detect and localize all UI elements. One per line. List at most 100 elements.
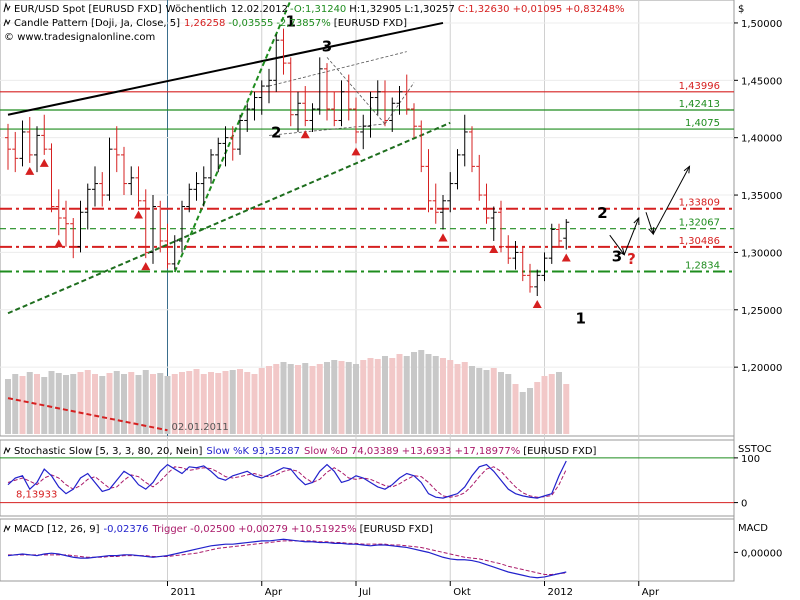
- volume-bar: [179, 372, 185, 434]
- volume-bar: [440, 358, 446, 434]
- volume-bar: [309, 366, 316, 434]
- main-panel-frame: [0, 0, 735, 437]
- volume-bar: [447, 360, 454, 434]
- volume-bar: [454, 364, 461, 434]
- stochastic-panel-label: SSTOC: [738, 444, 772, 455]
- x-tick-label: Apr: [265, 587, 283, 598]
- doji-marker-layer: [25, 130, 571, 309]
- macd-panel-frame: [0, 518, 735, 582]
- volume-bar: [548, 374, 555, 434]
- volume-bar: [411, 352, 417, 434]
- volume-bar: [12, 374, 19, 434]
- volume-bar: [273, 364, 280, 434]
- volume-bar: [280, 362, 287, 434]
- stochastic-change: +13,6933 +17,18977%: [402, 446, 521, 457]
- y-tick-label: 1,20000: [741, 363, 782, 374]
- candle-pattern-label: Candle Pattern [Doji, Ja, Close, 5]: [14, 18, 180, 29]
- volume-bar: [505, 374, 512, 434]
- volume-bar: [302, 363, 309, 434]
- volume-bar: [345, 362, 352, 434]
- doji-marker: [25, 166, 35, 175]
- forecast-arrow: [645, 212, 654, 235]
- volume-bar: [519, 392, 526, 434]
- annotation-layer: 02.01.2011 1 2 3 1 2 3?: [3, 2, 691, 533]
- macd-trigger-line: [8, 540, 567, 575]
- stochastic-layer: 8,13933: [0, 457, 734, 504]
- candle-pattern-instrument: [EURUSD FXD]: [334, 18, 407, 29]
- price-header: EUR/USD Spot [EURUSD FXD] Wöchentlich 12.0…: [14, 4, 625, 15]
- doji-marker: [134, 210, 143, 219]
- stoch-y-tick-label: 0: [741, 499, 747, 510]
- macd-zero-label: 0,00000: [741, 548, 782, 559]
- volume-bar: [215, 373, 222, 434]
- doji-marker: [561, 253, 571, 262]
- volume-bar: [512, 384, 519, 434]
- level-label: 1,2834: [685, 260, 720, 271]
- level-layer: 1,43996 1,42413 1,4075 1,33809 1,32067 1,3048…: [0, 81, 734, 273]
- volume-bar: [295, 365, 301, 434]
- y-tick-label: 1,35000: [741, 191, 782, 202]
- doji-marker: [54, 239, 64, 248]
- stoch-y-tick-label: 100: [741, 454, 760, 465]
- volume-bar: [84, 370, 91, 434]
- level-label: 1,43996: [679, 81, 720, 92]
- wave-label: 3: [322, 38, 332, 56]
- doji-marker: [141, 262, 151, 271]
- open-value: O:1,31240: [294, 4, 346, 15]
- doji-marker: [351, 147, 361, 156]
- y-tick-label: 1,25000: [741, 306, 782, 317]
- volume-bar: [396, 354, 403, 434]
- upper-black-trendline: [7, 21, 444, 116]
- volume-bar: [527, 388, 533, 434]
- candle-pattern-change-pct: -2,73857%: [276, 18, 330, 29]
- doji-marker: [489, 244, 499, 253]
- macd-panel-label: MACD: [738, 523, 768, 534]
- lower-green-trendline: [7, 121, 451, 315]
- stoch-marker-label: 8,13933: [16, 490, 57, 501]
- volume-bar: [5, 379, 11, 434]
- source-label: www.tradesignalonline.com: [17, 32, 155, 43]
- x-tick-label: Apr: [642, 587, 660, 598]
- candle-pattern-header: Candle Pattern [Doji, Ja, Close, 5] 1,262…: [14, 18, 407, 29]
- volume-bar: [490, 368, 497, 434]
- volume-bar: [70, 374, 77, 434]
- volume-bar: [200, 374, 207, 434]
- stochastic-instrument: [EURUSD FXD]: [523, 446, 596, 457]
- volume-bar: [331, 360, 338, 434]
- x-tick-label: 2012: [548, 587, 573, 598]
- volume-bar: [316, 364, 323, 434]
- stochastic-k-label: Slow %K 93,35287: [206, 446, 300, 457]
- forecast-arrow-head: [683, 165, 691, 174]
- volume-bar: [418, 350, 425, 434]
- bottom-red-trendline: [7, 397, 168, 432]
- volume-bar: [498, 372, 504, 434]
- volume-bar: [186, 371, 193, 434]
- volume-bar: [113, 371, 120, 434]
- volume-bar: [483, 370, 490, 434]
- volume-bar: [266, 366, 272, 434]
- volume-bar: [229, 370, 236, 434]
- y-tick-label: 1,30000: [741, 248, 782, 259]
- volume-bar: [556, 372, 562, 434]
- date-label: 12.02.2012: [231, 4, 288, 15]
- x-tick-label: 2011: [171, 587, 196, 598]
- level-label: 1,33809: [679, 198, 720, 209]
- currency-label: $: [738, 4, 744, 15]
- stochastic-icon: [3, 446, 11, 455]
- wave-label: 3: [612, 248, 622, 266]
- wedge-line: [268, 51, 407, 87]
- volume-bar: [48, 371, 55, 434]
- forecast-arrow: [609, 234, 625, 256]
- macd-instrument: [EURUSD FXD]: [360, 524, 433, 535]
- volume-bar: [382, 356, 388, 434]
- wave-label: 1: [286, 12, 296, 30]
- volume-bar: [476, 368, 483, 434]
- date-marker-label: 02.01.2011: [172, 422, 229, 433]
- stoch-k-line: [7, 460, 567, 499]
- stoch-d-line: [7, 466, 567, 498]
- volume-bar: [374, 359, 381, 434]
- volume-bar: [244, 372, 251, 434]
- volume-bar: [461, 362, 468, 434]
- wave-label: ?: [627, 250, 636, 268]
